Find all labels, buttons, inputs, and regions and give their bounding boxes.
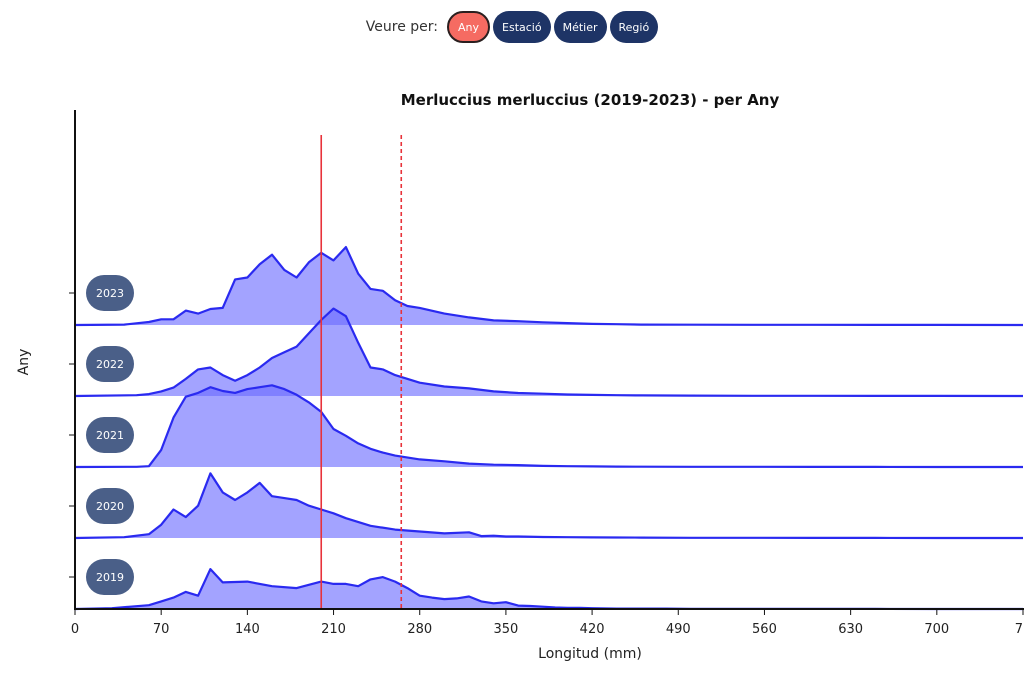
x-axis-title: Longitud (mm) [538, 646, 642, 662]
view-by-label: Veure per: [365, 19, 438, 35]
x-tick-label: 630 [838, 622, 863, 637]
view-by-estacio-button[interactable]: Estació [493, 11, 551, 43]
year-badge-2021 [86, 417, 134, 453]
x-tick-label: 350 [493, 622, 518, 637]
year-badge-label: 2020 [96, 500, 124, 513]
x-tick-label: 0 [71, 622, 79, 637]
view-by-metier-button[interactable]: Métier [553, 11, 607, 43]
view-by-any-button[interactable]: Any [447, 11, 491, 43]
y-axis-title: Any [16, 349, 32, 376]
x-tick-label: 490 [666, 622, 691, 637]
x-tick-label: 70 [153, 622, 170, 637]
ridge-area-2023 [75, 247, 1023, 325]
x-tick-label: 700 [924, 622, 949, 637]
x-tick-label: 77 [1015, 622, 1024, 637]
x-tick-label: 560 [752, 622, 777, 637]
view-by-selector: Veure per: Any Estació Métier Regió [0, 11, 1024, 43]
x-tick-label: 140 [235, 622, 260, 637]
year-badge-label: 2019 [96, 571, 124, 584]
ridge-area-2021 [75, 385, 1023, 467]
year-badge-2022 [86, 346, 134, 382]
year-badge-2019 [86, 559, 134, 595]
ridge-line-2020 [74, 472, 1023, 540]
ridge-line-2022 [74, 307, 1024, 398]
x-tick-label: 280 [407, 622, 432, 637]
year-badge-label: 2021 [96, 429, 124, 442]
year-badge-label: 2022 [96, 358, 124, 371]
year-badge-2023 [86, 275, 134, 311]
x-tick-label: 420 [580, 622, 605, 637]
chart-title: Merluccius merluccius (2019-2023) - per … [401, 91, 780, 109]
year-badge-2020 [86, 488, 134, 524]
ridge-area-2019 [75, 569, 1023, 609]
year-badge-label: 2023 [96, 287, 124, 300]
ridge-area-2020 [75, 473, 1023, 538]
ridge-line-2023 [74, 246, 1024, 327]
view-by-regio-button[interactable]: Regió [609, 11, 659, 43]
ridge-line-2021 [74, 384, 1023, 469]
x-tick-label: 210 [321, 622, 346, 637]
